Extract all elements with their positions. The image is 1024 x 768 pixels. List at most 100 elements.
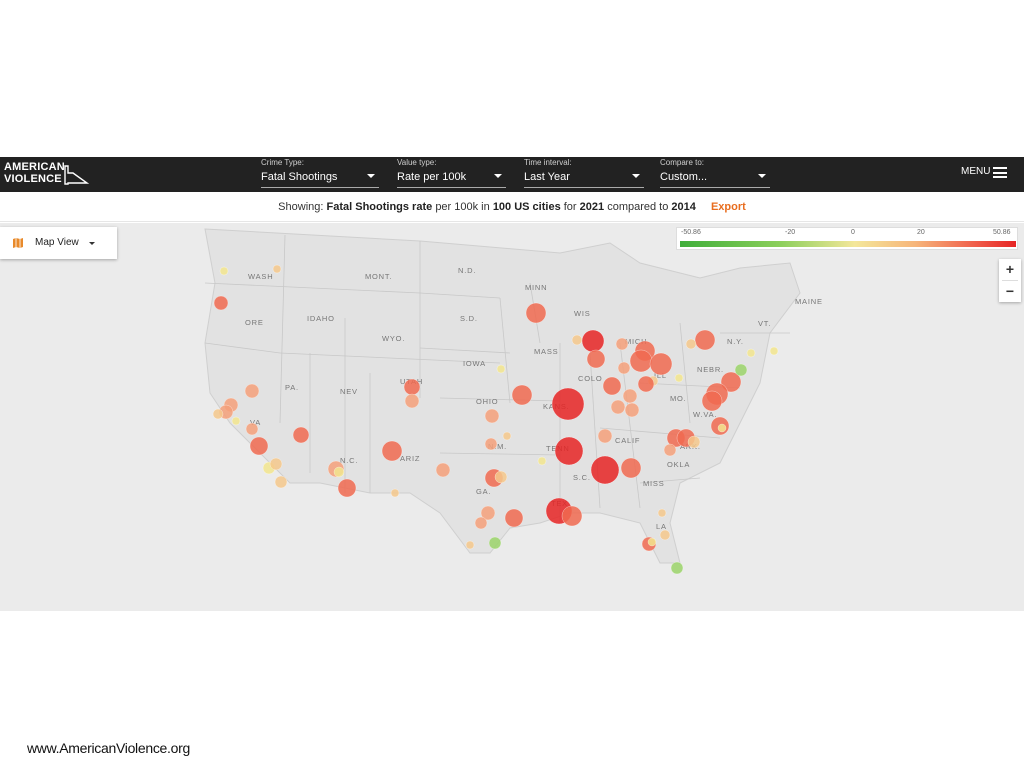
legend-tick: 0 [851,229,855,236]
us-map[interactable]: WASH MONT. N.D. MINN ORE IDAHO S.D. WIS WYO. MICH… [0,223,1024,611]
city-marker[interactable] [622,388,638,404]
color-legend: -50.86 -20 0 20 50.86 [676,227,1018,250]
value-type-label: Value type: [397,158,437,167]
city-marker[interactable] [649,352,673,376]
city-marker[interactable] [244,383,260,399]
city-marker[interactable] [465,540,475,550]
time-interval-label: Time interval: [524,158,572,167]
city-marker[interactable] [435,462,451,478]
city-marker[interactable] [496,364,506,374]
map-view-selector[interactable]: Map View [0,227,117,259]
state-label: N.D. [458,266,476,275]
american-violence-logo[interactable]: AMERICAN VIOLENCE [4,161,90,188]
state-border [439,397,561,402]
legend-tick: -50.86 [681,229,701,236]
city-marker[interactable] [694,329,716,351]
footer-url[interactable]: www.AmericanViolence.org [27,740,190,756]
city-marker[interactable] [249,436,269,456]
city-marker[interactable] [274,475,288,489]
city-marker[interactable] [502,431,512,441]
city-marker[interactable] [610,399,626,415]
crime-type-select[interactable]: Crime Type: Fatal Shootings [261,157,379,192]
city-marker[interactable] [404,393,420,409]
city-marker[interactable] [480,505,496,521]
compare-to-select[interactable]: Compare to: Custom... [660,157,770,192]
city-marker[interactable] [590,455,620,485]
city-marker[interactable] [701,390,723,412]
city-marker[interactable] [504,508,524,528]
city-marker[interactable] [219,266,229,276]
time-interval-value: Last Year [524,171,570,183]
zoom-out-button[interactable]: − [1005,283,1015,299]
value-type-select[interactable]: Value type: Rate per 100k [397,157,506,192]
city-marker[interactable] [292,426,310,444]
city-marker[interactable] [494,470,508,484]
chevron-down-icon [494,174,502,178]
logo-line-1: AMERICAN [4,161,65,173]
city-marker[interactable] [511,384,533,406]
zoom-in-button[interactable]: + [1005,261,1015,277]
city-marker[interactable] [746,348,756,358]
city-marker[interactable] [687,435,701,449]
city-marker[interactable] [685,338,697,350]
city-marker[interactable] [647,537,657,547]
city-marker[interactable] [269,457,283,471]
city-marker[interactable] [484,408,500,424]
state-label: PA. [285,383,299,392]
city-marker[interactable] [602,376,622,396]
city-marker[interactable] [537,456,547,466]
city-marker[interactable] [581,329,605,353]
state-label: IOWA [463,359,486,368]
city-marker[interactable] [554,436,584,466]
state-border [439,452,561,456]
hamburger-menu-icon[interactable] [993,167,1007,178]
time-interval-select[interactable]: Time interval: Last Year [524,157,644,192]
city-marker[interactable] [390,488,400,498]
city-marker[interactable] [717,423,727,433]
city-marker[interactable] [525,302,547,324]
city-marker[interactable] [551,387,585,421]
state-label: WIS [574,309,591,318]
select-underline [524,187,644,188]
city-marker[interactable] [637,375,655,393]
city-marker[interactable] [734,363,748,377]
city-marker[interactable] [629,349,653,373]
city-marker[interactable] [571,334,583,346]
city-marker[interactable] [586,349,606,369]
city-marker[interactable] [617,361,631,375]
state-label: N.M. [488,442,507,451]
city-marker[interactable] [381,440,403,462]
city-marker[interactable] [333,466,345,478]
city-marker[interactable] [657,508,667,518]
city-marker[interactable] [213,295,229,311]
summary-compare-year: 2014 [671,201,696,213]
city-marker[interactable] [659,529,671,541]
city-marker[interactable] [474,516,488,530]
city-marker[interactable] [615,337,629,351]
city-marker[interactable] [663,443,677,457]
menu-button[interactable]: MENU [961,166,991,177]
compare-to-value: Custom... [660,171,708,183]
city-marker[interactable] [769,346,779,356]
city-marker[interactable] [337,478,357,498]
city-marker[interactable] [620,457,642,479]
city-marker[interactable] [674,373,684,383]
city-marker[interactable] [272,264,282,274]
city-marker[interactable] [670,561,684,575]
city-marker[interactable] [212,408,224,420]
state-label: MICH [625,337,647,346]
city-marker[interactable] [597,428,613,444]
state-border [419,347,511,354]
city-marker[interactable] [488,536,502,550]
city-marker[interactable] [624,402,640,418]
city-marker[interactable] [231,416,241,426]
city-marker[interactable] [403,378,421,396]
city-marker[interactable] [561,505,583,527]
state-border [279,234,286,424]
city-marker[interactable] [245,422,259,436]
city-marker[interactable] [484,437,498,451]
legend-tick: 20 [917,229,925,236]
summary-year: 2021 [579,201,605,213]
city-marker[interactable] [720,371,742,393]
export-link[interactable]: Export [710,201,746,213]
